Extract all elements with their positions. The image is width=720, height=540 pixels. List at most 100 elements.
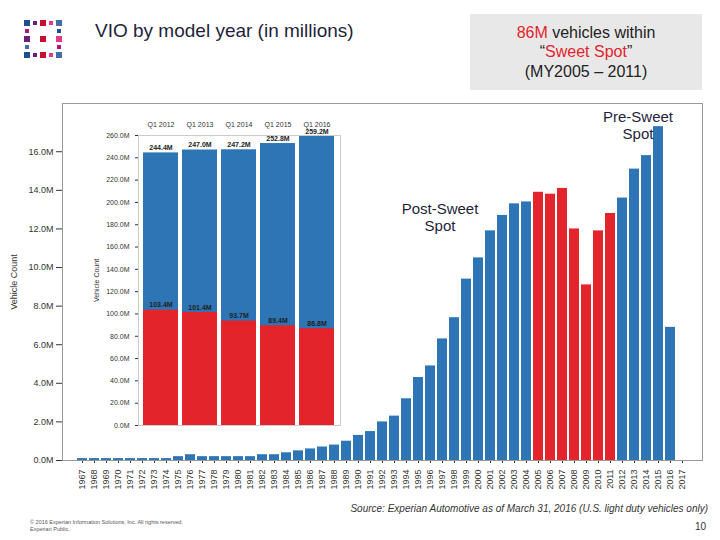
svg-text:180.0M: 180.0M — [106, 221, 130, 228]
html-text:Source: Experian Automotive as: Source: Experian Automotive as of March … — [350, 503, 708, 514]
svg-text:Q1 2013: Q1 2013 — [187, 121, 214, 129]
svg-text:2003: 2003 — [509, 470, 519, 490]
svg-text:2009: 2009 — [581, 470, 591, 490]
svg-text:160.0M: 160.0M — [106, 243, 130, 250]
svg-text:2001: 2001 — [485, 470, 495, 490]
svg-text:0.0M: 0.0M — [114, 422, 130, 429]
svg-text:140.0M: 140.0M — [106, 266, 130, 273]
svg-text:2007: 2007 — [557, 470, 567, 490]
svg-text:1989: 1989 — [341, 470, 351, 490]
svg-text:2004: 2004 — [521, 470, 531, 490]
svg-text:Q1 2012: Q1 2012 — [148, 121, 175, 129]
svg-text:1977: 1977 — [197, 470, 207, 490]
svg-text:1991: 1991 — [365, 470, 375, 490]
svg-text:1970: 1970 — [113, 470, 123, 490]
svg-text:12.0M: 12.0M — [28, 224, 53, 234]
html-text:Spot: Spot — [622, 125, 654, 143]
html-text:86M vehicles within: 86M vehicles within — [516, 24, 656, 42]
svg-text:1980: 1980 — [233, 470, 243, 490]
svg-text:1976: 1976 — [185, 470, 195, 490]
svg-text:2.0M: 2.0M — [33, 417, 53, 427]
svg-text:60.0M: 60.0M — [110, 355, 130, 362]
svg-text:120.0M: 120.0M — [106, 288, 130, 295]
svg-text:2015: 2015 — [653, 470, 663, 490]
svg-text:Q1 2016: Q1 2016 — [303, 120, 331, 128]
svg-text:101.4M: 101.4M — [188, 304, 212, 311]
svg-text:1992: 1992 — [377, 470, 387, 490]
svg-text:14.0M: 14.0M — [28, 185, 53, 195]
svg-text:1998: 1998 — [449, 470, 459, 490]
svg-text:1978: 1978 — [209, 470, 219, 490]
svg-text:80.0M: 80.0M — [110, 333, 130, 340]
svg-text:1973: 1973 — [149, 470, 159, 490]
svg-text:1974: 1974 — [161, 470, 171, 490]
svg-text:Vehicle Count: Vehicle Count — [9, 254, 19, 310]
svg-text:Vehicle Count: Vehicle Count — [93, 259, 100, 302]
svg-text:220.0M: 220.0M — [106, 176, 130, 183]
svg-text:10.0M: 10.0M — [28, 262, 53, 272]
svg-text:260.0M: 260.0M — [106, 132, 130, 139]
svg-text:1975: 1975 — [173, 470, 183, 490]
svg-text:93.7M: 93.7M — [229, 312, 249, 319]
svg-text:20.0M: 20.0M — [110, 399, 130, 406]
svg-text:247.2M: 247.2M — [227, 141, 251, 148]
svg-text:2014: 2014 — [641, 470, 651, 490]
svg-text:2008: 2008 — [569, 470, 579, 490]
svg-text:1994: 1994 — [401, 470, 411, 490]
svg-text:2013: 2013 — [629, 470, 639, 490]
svg-text:240.0M: 240.0M — [106, 154, 130, 161]
svg-text:259.2M: 259.2M — [305, 128, 329, 135]
svg-text:2011: 2011 — [605, 470, 615, 489]
svg-text:1987: 1987 — [317, 470, 327, 490]
svg-text:200.0M: 200.0M — [106, 199, 130, 206]
svg-text:1995: 1995 — [413, 470, 423, 490]
svg-text:1982: 1982 — [257, 470, 267, 490]
svg-text:2002: 2002 — [497, 470, 507, 490]
svg-text:86.8M: 86.8M — [307, 320, 327, 327]
html-text:Pre-Sweet: Pre-Sweet — [603, 108, 673, 125]
svg-text:1968: 1968 — [89, 470, 99, 490]
svg-text:1990: 1990 — [353, 470, 363, 490]
svg-text:1967: 1967 — [77, 470, 87, 490]
svg-text:2006: 2006 — [545, 470, 555, 490]
svg-text:1993: 1993 — [389, 470, 399, 490]
svg-text:6.0M: 6.0M — [33, 340, 53, 350]
svg-text:1969: 1969 — [101, 470, 111, 490]
svg-text:2005: 2005 — [533, 470, 543, 490]
svg-text:0.0M: 0.0M — [33, 455, 53, 465]
html-text:10: 10 — [694, 521, 706, 532]
svg-text:1988: 1988 — [329, 470, 339, 490]
svg-text:40.0M: 40.0M — [110, 377, 130, 384]
svg-text:1981: 1981 — [245, 470, 255, 490]
html-text:Post-Sweet: Post-Sweet — [401, 200, 479, 217]
svg-text:247.0M: 247.0M — [188, 141, 212, 148]
html-text:“ Sweet Spot ”: “ Sweet Spot ” — [539, 43, 633, 61]
svg-text:1999: 1999 — [461, 470, 471, 490]
html-text:(MY2005 – 2011): (MY2005 – 2011) — [524, 62, 648, 80]
svg-text:89.4M: 89.4M — [268, 317, 288, 324]
svg-text:103.4M: 103.4M — [149, 301, 173, 308]
svg-text:8.0M: 8.0M — [33, 301, 53, 311]
svg-text:1983: 1983 — [269, 470, 279, 490]
svg-text:2017: 2017 — [677, 470, 687, 490]
svg-text:244.4M: 244.4M — [149, 144, 173, 151]
svg-text:16.0M: 16.0M — [28, 147, 53, 157]
svg-text:1984: 1984 — [281, 470, 291, 490]
svg-text:1997: 1997 — [437, 470, 447, 490]
svg-text:Q1 2015: Q1 2015 — [265, 121, 292, 129]
svg-text:1986: 1986 — [305, 470, 315, 490]
svg-text:Q1 2014: Q1 2014 — [226, 121, 253, 129]
svg-text:1972: 1972 — [137, 470, 147, 490]
svg-text:2010: 2010 — [593, 470, 603, 490]
svg-text:2012: 2012 — [617, 470, 627, 490]
html-text:VIO by model year (in millions: VIO by model year (in millions) — [95, 20, 354, 41]
svg-text:1979: 1979 — [221, 470, 231, 490]
svg-text:1971: 1971 — [125, 470, 135, 490]
html-text:Spot: Spot — [424, 217, 456, 235]
svg-text:2000: 2000 — [473, 470, 483, 490]
svg-text:4.0M: 4.0M — [33, 378, 53, 388]
svg-text:100.0M: 100.0M — [106, 310, 130, 317]
svg-text:1996: 1996 — [425, 470, 435, 490]
svg-text:1985: 1985 — [293, 470, 303, 490]
svg-text:2016: 2016 — [665, 470, 675, 490]
